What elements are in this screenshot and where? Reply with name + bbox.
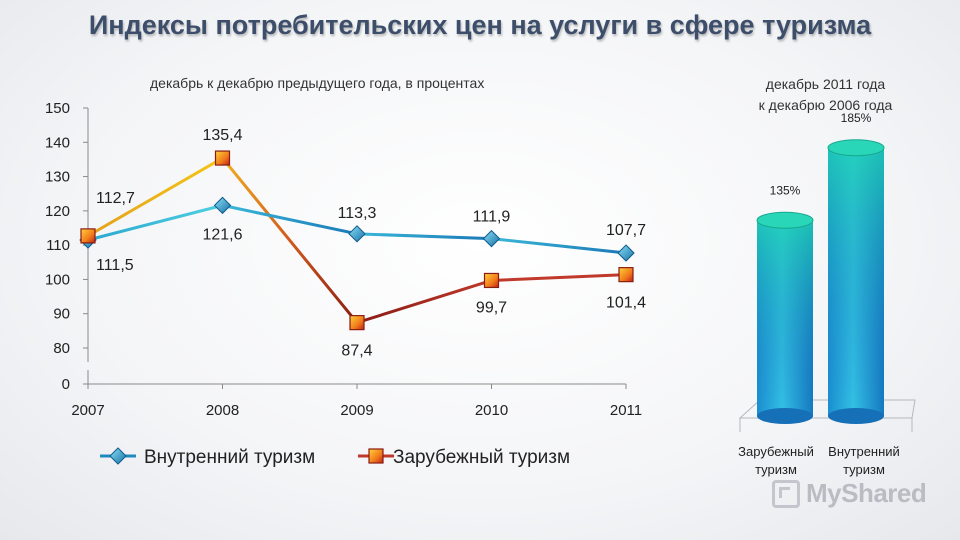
- point-domestic: [482, 229, 501, 248]
- bar-cylinder-base: [828, 408, 884, 424]
- watermark-logo-icon: [772, 479, 800, 508]
- point-domestic: [617, 244, 635, 262]
- bar-category-label: Зарубежный: [738, 444, 814, 459]
- y-tick-label: 110: [46, 237, 70, 254]
- legend-marker-foreign: [368, 448, 384, 464]
- series-line-foreign-segment: [490, 273, 628, 282]
- data-label-domestic: 113,3: [338, 205, 377, 222]
- bar-chart-subtitle: декабрь 2011 года к декабрю 2006 года: [718, 74, 933, 116]
- y-tick-label: 130: [45, 169, 70, 186]
- y-tick-label: 0: [62, 376, 70, 393]
- point-foreign: [80, 228, 96, 244]
- data-label-domestic: 111,5: [96, 257, 134, 274]
- bar-cylinder-base: [757, 408, 813, 424]
- point-domestic: [348, 225, 366, 243]
- series-line-foreign-segment: [86, 156, 224, 238]
- y-tick-label: 100: [45, 271, 70, 288]
- x-tick-label: 2010: [475, 402, 508, 419]
- bar-category-label: туризм: [843, 462, 885, 477]
- data-label-foreign: 135,4: [202, 127, 242, 144]
- series-line-foreign-segment: [221, 156, 359, 325]
- bar-cylinder-top: [827, 139, 885, 157]
- y-axis-break: [80, 362, 96, 370]
- x-tick-label: 2007: [71, 402, 104, 419]
- series-line-domestic-segment: [490, 237, 628, 255]
- point-foreign: [349, 315, 365, 331]
- y-tick-label: 150: [45, 100, 70, 117]
- data-label-domestic: 121,6: [202, 226, 242, 243]
- bar-chart-subtitle-line-1: декабрь 2011 года: [765, 76, 886, 92]
- point-foreign: [483, 272, 500, 289]
- bar-cylinder-shade: [828, 147, 884, 416]
- x-tick-label: 2011: [610, 402, 642, 419]
- legend-label-foreign: Зарубежный туризм: [393, 447, 570, 468]
- series-line-domestic-segment: [221, 203, 359, 236]
- data-label-foreign: 101,4: [606, 295, 646, 312]
- watermark-logo: MyShared: [772, 478, 927, 509]
- legend-label-domestic: Внутренний туризм: [144, 447, 315, 468]
- slide-title: Индексы потребительских цен на услуги в …: [88, 10, 872, 40]
- bar-category-label: туризм: [755, 462, 797, 477]
- bar-value-label: 135%: [770, 183, 801, 197]
- watermark-text: MyShared: [806, 478, 927, 508]
- y-tick-label: 140: [45, 134, 70, 151]
- data-label-domestic: 111,9: [473, 209, 511, 226]
- line-chart-subtitle: декабрь к декабрю предыдущего года, в пр…: [150, 75, 485, 91]
- legend-marker-domestic: [109, 447, 127, 465]
- bar-category-label: Внутренний: [828, 444, 900, 459]
- series-line-domestic-segment: [86, 203, 224, 242]
- data-label-foreign: 99,7: [476, 299, 507, 316]
- bar-cylinder: [827, 139, 885, 424]
- y-tick-label: 120: [45, 203, 70, 220]
- data-label-foreign: 112,7: [96, 190, 135, 207]
- series-line-domestic-segment: [355, 232, 493, 241]
- bar-value-label: 185%: [841, 111, 872, 125]
- point-foreign: [618, 267, 634, 283]
- x-tick-label: 2009: [340, 402, 373, 419]
- series-line-foreign-segment: [355, 278, 493, 325]
- y-tick-label: 90: [53, 306, 70, 323]
- bar-chart-subtitle-line-2: к декабрю 2006 года: [758, 97, 893, 113]
- bar-cylinder-top: [756, 211, 814, 229]
- y-tick-label: 80: [53, 340, 70, 357]
- x-tick-label: 2008: [206, 402, 239, 419]
- bar-cylinder: [756, 211, 814, 424]
- data-label-domestic: 107,7: [606, 222, 646, 239]
- point-foreign: [214, 150, 231, 166]
- point-domestic: [213, 196, 232, 215]
- bar-cylinder-shade: [757, 220, 813, 416]
- data-label-foreign: 87,4: [341, 343, 372, 360]
